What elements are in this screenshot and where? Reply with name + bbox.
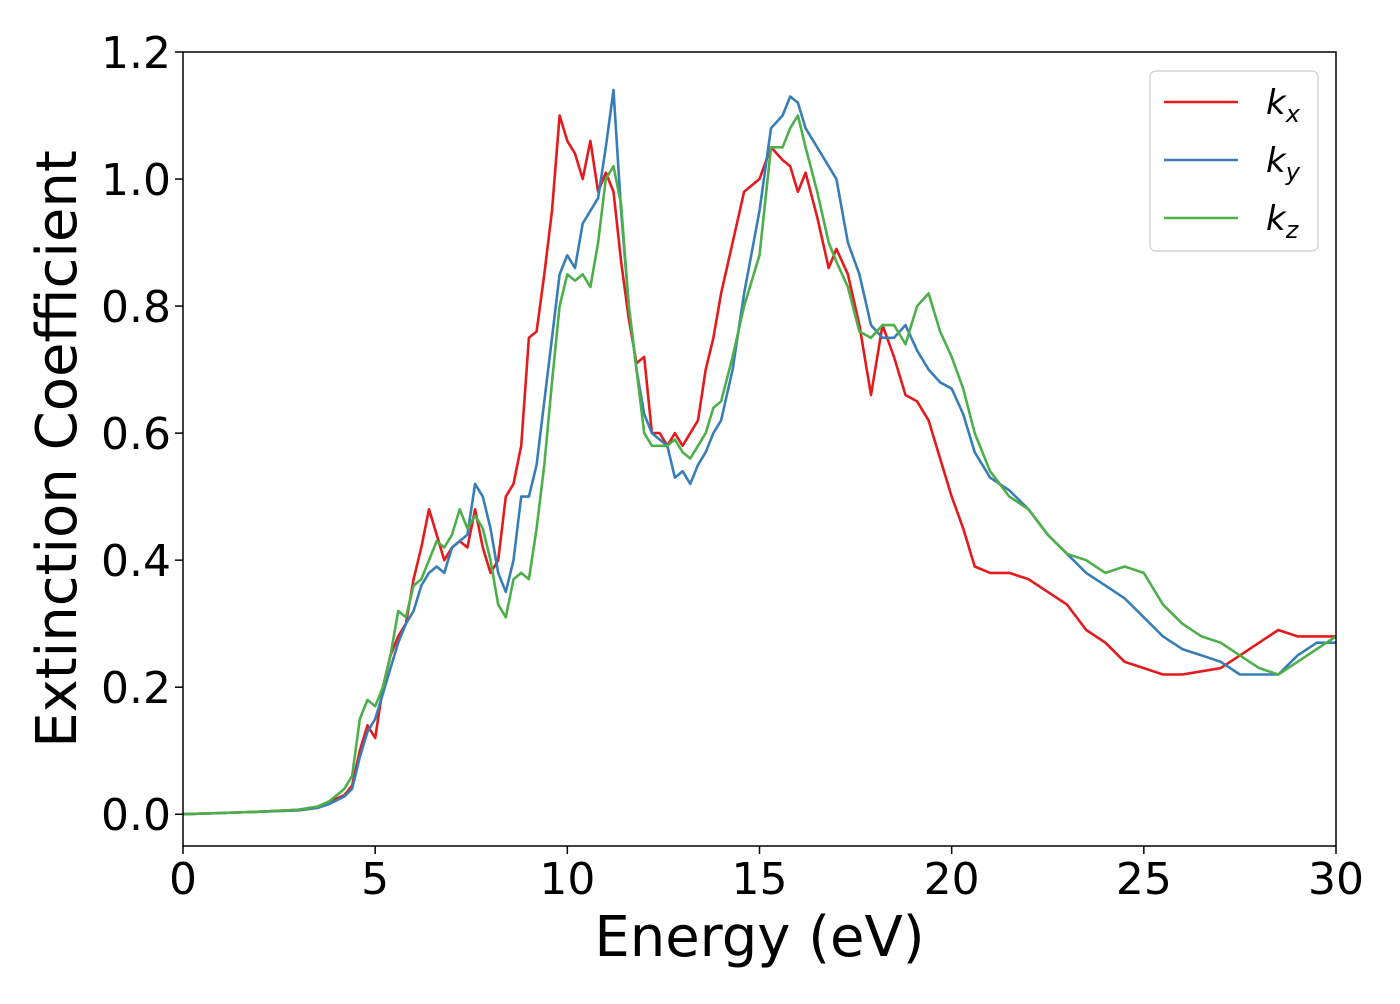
- x-axis-label: Energy (eV): [594, 905, 924, 970]
- y-tick-label: 0.8: [101, 282, 171, 333]
- x-tick-label: 5: [361, 854, 389, 905]
- plot-lines: [182, 88, 1337, 816]
- x-tick-label: 20: [924, 854, 980, 905]
- y-axis-ticks: 0.0 0.2 0.4 0.6 0.8 1.0 1.2: [101, 28, 183, 841]
- x-tick-label: 30: [1308, 854, 1364, 905]
- y-axis-label: Extinction Coefficient: [25, 150, 90, 748]
- legend-label-kz: kz: [1266, 199, 1300, 244]
- y-tick-label: 0.4: [101, 536, 171, 587]
- y-tick-label: 1.0: [101, 155, 171, 206]
- x-axis-ticks: 0 5 10 15 20 25 30: [169, 846, 1364, 905]
- x-tick-label: 10: [539, 854, 595, 905]
- y-tick-label: 1.2: [101, 28, 171, 79]
- series-line-kz: [182, 114, 1337, 816]
- y-tick-label: 0.0: [101, 790, 171, 841]
- y-tick-label: 0.6: [101, 409, 171, 460]
- y-tick-label: 0.2: [101, 663, 171, 714]
- x-tick-label: 15: [732, 854, 788, 905]
- x-tick-label: 0: [169, 854, 197, 905]
- x-tick-label: 25: [1116, 854, 1172, 905]
